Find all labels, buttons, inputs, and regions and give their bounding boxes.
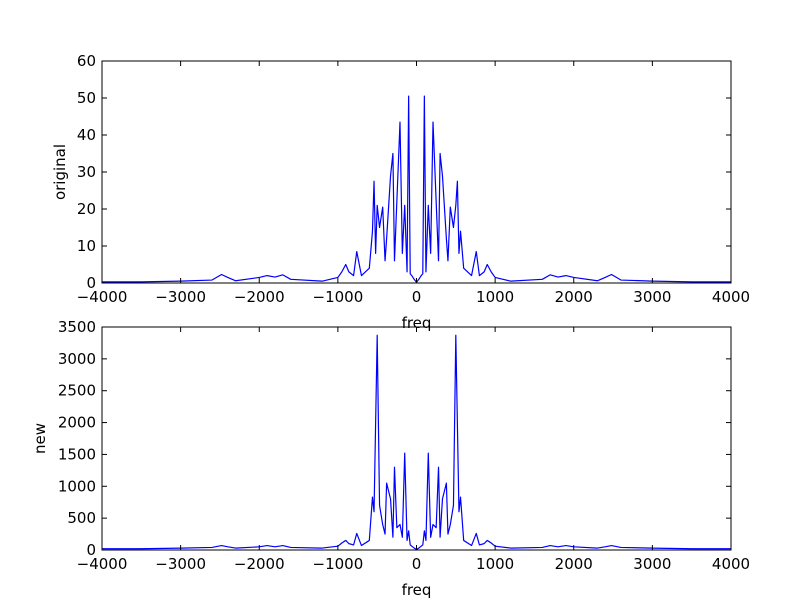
y-tick-label: 3000	[58, 350, 96, 368]
y-tick-label: 50	[77, 89, 96, 107]
y-tick-label: 500	[67, 509, 96, 527]
y-tick-label: 0	[86, 541, 96, 559]
x-tick-label: 4000	[712, 288, 750, 306]
x-tick-label: 3000	[633, 555, 671, 573]
x-tick-label: −4000	[77, 555, 128, 573]
top-subplot: −4000 −3000 −2000 −1000 0 1000 2000 3000 4000 0 10…	[51, 52, 750, 332]
y-tick-label: 10	[77, 237, 96, 255]
y-tick-label: 60	[77, 52, 96, 70]
y-tick-label: 2500	[58, 382, 96, 400]
x-tick-label: 1000	[476, 288, 514, 306]
y-tick-label: 3500	[58, 318, 96, 336]
x-tick-label: −1000	[313, 555, 364, 573]
x-tick-label: 2000	[555, 288, 593, 306]
bottom-subplot: −4000 −3000 −2000 −1000 0 1000 2000 3000 4000 0 50…	[31, 318, 750, 599]
y-tick-label: 0	[86, 274, 96, 292]
x-tick-label: 0	[412, 555, 422, 573]
y-tick-label: 30	[77, 163, 96, 181]
y-tick-label: 2000	[58, 414, 96, 432]
y-tick-label: 1000	[58, 477, 96, 495]
y-tick-label: 20	[77, 200, 96, 218]
y-tick-label: 1500	[58, 445, 96, 463]
x-axis-label: freq	[402, 581, 432, 599]
x-tick-label: −2000	[234, 555, 285, 573]
x-tick-label: −2000	[234, 288, 285, 306]
x-tick-label: −1000	[313, 288, 364, 306]
y-axis-label: original	[51, 144, 69, 200]
x-tick-label: −3000	[155, 555, 206, 573]
x-tick-label: −4000	[77, 288, 128, 306]
x-tick-label: 1000	[476, 555, 514, 573]
x-tick-label: −3000	[155, 288, 206, 306]
x-tick-label: 3000	[633, 288, 671, 306]
y-tick-label: 40	[77, 126, 96, 144]
x-tick-label: 0	[412, 288, 422, 306]
y-axis-label: new	[31, 423, 49, 454]
x-tick-label: 4000	[712, 555, 750, 573]
x-tick-label: 2000	[555, 555, 593, 573]
